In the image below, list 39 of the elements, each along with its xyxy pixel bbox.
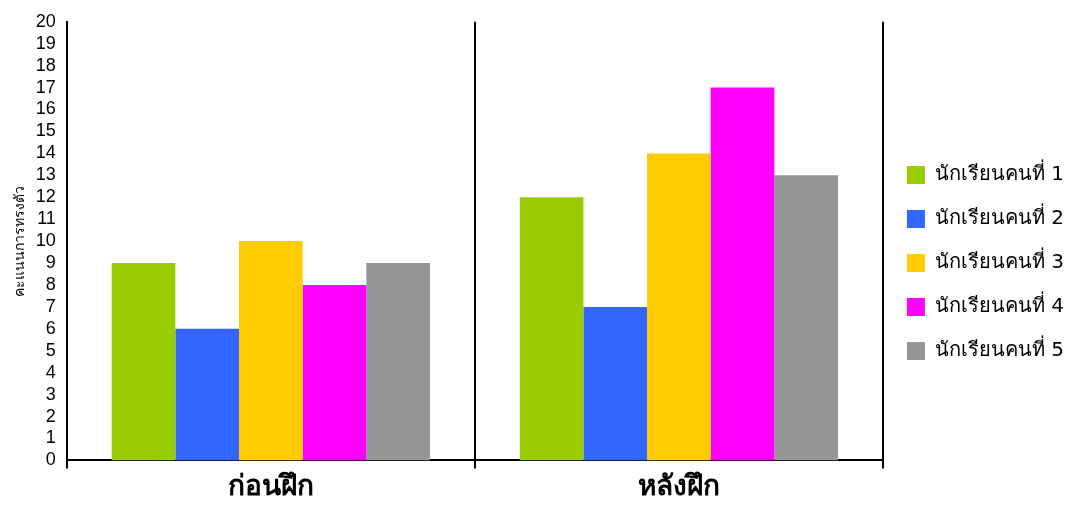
y-tick-label: 11 (37, 208, 56, 229)
x-tick-label: ก่อนฝึก (227, 469, 314, 503)
y-tick-label: 1 (45, 427, 56, 448)
y-tick-label: 6 (45, 317, 56, 338)
legend-label: นักเรียนคนที่ 5 (934, 335, 1065, 362)
bar (366, 263, 430, 461)
y-tick-label: 5 (45, 339, 56, 360)
y-tick-label: 8 (45, 273, 56, 294)
bar (774, 175, 839, 461)
y-tick-label: 2 (45, 405, 56, 426)
y-tick-label: 17 (35, 76, 56, 97)
y-tick-label: 10 (35, 230, 56, 251)
y-tick-label: 12 (35, 186, 56, 207)
bar (710, 87, 775, 461)
y-tick-label: 9 (45, 252, 56, 272)
legend-label: นักเรียนคนที่ 4 (934, 291, 1065, 318)
y-tick-label: 20 (35, 10, 56, 31)
bar (111, 263, 176, 461)
y-tick-label: 7 (45, 295, 56, 316)
y-tick-label: 14 (35, 142, 56, 163)
bar (239, 241, 303, 461)
y-tick-label: 13 (35, 164, 56, 185)
bar (519, 197, 584, 461)
bar (302, 284, 367, 461)
y-tick-label: 4 (45, 361, 56, 382)
y-tick-label: 16 (35, 98, 56, 119)
y-axis-title: คะแนนการทรงตัว (11, 185, 28, 297)
y-tick-label: 19 (35, 32, 56, 53)
bar (175, 328, 240, 461)
legend-label: นักเรียนคนที่ 3 (934, 247, 1065, 274)
y-tick-label: 15 (35, 120, 56, 141)
bar (583, 306, 648, 461)
x-tick-label: หลังฝึก (637, 469, 720, 503)
y-tick-label: 0 (45, 449, 56, 470)
bar (647, 153, 711, 461)
y-tick-label: 18 (35, 54, 56, 75)
legend-label: นักเรียนคนที่ 1 (934, 159, 1065, 186)
y-tick-label: 3 (45, 383, 56, 404)
legend-label: นักเรียนคนที่ 2 (934, 203, 1065, 230)
